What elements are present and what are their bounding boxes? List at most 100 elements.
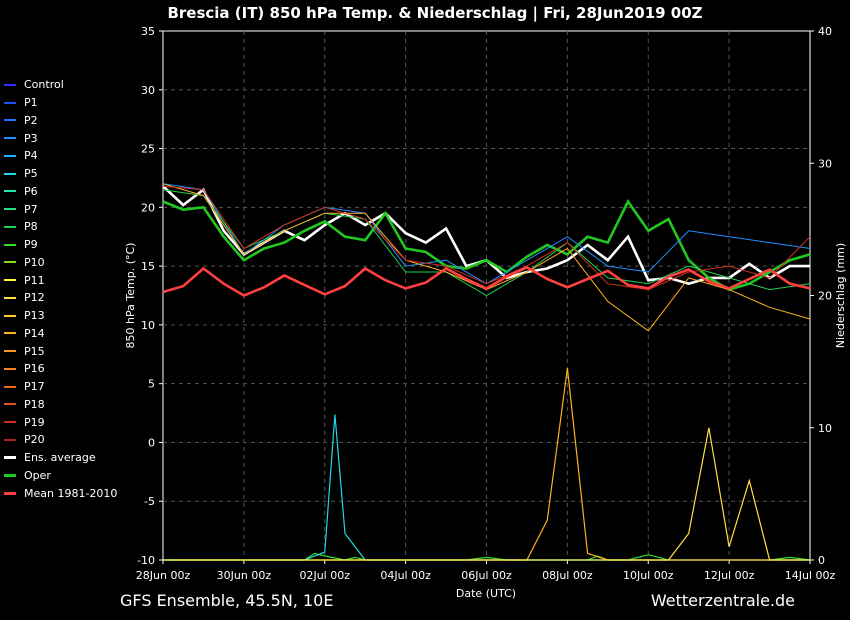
y-tick-label: 35 — [141, 25, 155, 38]
legend-item: P20 — [4, 431, 117, 449]
legend-item: P11 — [4, 271, 117, 289]
y2-axis-label: Niederschlag (mm) — [834, 243, 847, 348]
y-tick-label: -10 — [137, 554, 155, 567]
legend-item: P4 — [4, 147, 117, 165]
legend-swatch — [4, 83, 16, 86]
y-tick-label: 10 — [141, 319, 155, 332]
y-tick-label: -5 — [144, 495, 155, 508]
legend-item: P9 — [4, 236, 117, 254]
x-tick-label: 28Jun 00z — [136, 569, 191, 582]
legend-item: P1 — [4, 94, 117, 112]
legend-label: P2 — [24, 113, 38, 127]
legend-label: P15 — [24, 344, 45, 358]
y2-tick-label: 30 — [818, 157, 832, 170]
legend-item: P10 — [4, 254, 117, 272]
legend-swatch — [4, 225, 16, 228]
legend-swatch — [4, 403, 16, 406]
legend-swatch — [4, 473, 16, 477]
y-tick-label: 0 — [148, 436, 155, 449]
legend-item: P18 — [4, 396, 117, 414]
legend-swatch — [4, 137, 16, 140]
legend-item: Ens. average — [4, 449, 117, 467]
legend-label: P5 — [24, 167, 38, 181]
legend-item: P2 — [4, 112, 117, 130]
x-tick-label: 10Jul 00z — [623, 569, 674, 582]
legend-swatch — [4, 421, 16, 424]
legend-swatch — [4, 154, 16, 157]
x-tick-label: 12Jul 00z — [704, 569, 755, 582]
legend-swatch — [4, 314, 16, 317]
legend-item: P8 — [4, 218, 117, 236]
y-tick-label: 20 — [141, 201, 155, 214]
y-tick-label: 30 — [141, 84, 155, 97]
legend-label: P6 — [24, 184, 38, 198]
legend-swatch — [4, 119, 16, 122]
legend-label: P4 — [24, 149, 38, 163]
temp-line-mean-1981-2010 — [162, 265, 811, 297]
legend-label: P16 — [24, 362, 45, 376]
legend-swatch — [4, 296, 16, 299]
legend-swatch — [4, 190, 16, 193]
temp-line-oper — [162, 198, 811, 292]
legend-item: P16 — [4, 360, 117, 378]
legend-swatch — [4, 279, 16, 282]
legend-item: P17 — [4, 378, 117, 396]
legend-label: P7 — [24, 202, 38, 216]
legend-label: Control — [24, 78, 64, 92]
y2-tick-label: 20 — [818, 290, 832, 303]
y2-tick-label: 10 — [818, 422, 832, 435]
legend-item: P5 — [4, 165, 117, 183]
y2-tick-label: 40 — [818, 25, 832, 38]
legend-item: P19 — [4, 413, 117, 431]
legend-item: Oper — [4, 467, 117, 485]
footer-left: GFS Ensemble, 45.5N, 10E — [120, 591, 333, 610]
x-tick-label: 30Jun 00z — [217, 569, 272, 582]
legend-swatch — [4, 208, 16, 211]
legend-label: P14 — [24, 326, 45, 340]
legend-item: P7 — [4, 200, 117, 218]
legend-label: Mean 1981-2010 — [24, 486, 118, 500]
x-axis-label: Date (UTC) — [456, 587, 516, 600]
precip-line-p12 — [163, 427, 810, 561]
legend-item: P12 — [4, 289, 117, 307]
x-tick-label: 02Jul 00z — [299, 569, 350, 582]
legend-swatch — [4, 385, 16, 388]
legend-item: Control — [4, 76, 117, 94]
legend-label: P20 — [24, 433, 45, 447]
legend-label: P8 — [24, 220, 38, 234]
legend-item: P3 — [4, 129, 117, 147]
legend-item: P14 — [4, 325, 117, 343]
legend-label: Ens. average — [24, 451, 96, 465]
legend-label: P1 — [24, 96, 38, 110]
legend-swatch — [4, 332, 16, 335]
legend-swatch — [4, 172, 16, 175]
y-tick-label: 15 — [141, 260, 155, 273]
legend-item: P6 — [4, 183, 117, 201]
x-tick-label: 08Jul 00z — [542, 569, 593, 582]
legend-label: P19 — [24, 415, 45, 429]
legend-label: P17 — [24, 380, 45, 394]
y-tick-label: 25 — [141, 143, 155, 156]
legend-item: P13 — [4, 307, 117, 325]
legend-label: P13 — [24, 309, 45, 323]
legend: Control P1 P2 P3 P4 P5 P6 P7 P8 P9 P10 P11 P12 P13 P14… — [4, 76, 117, 502]
legend-label: P10 — [24, 255, 45, 269]
legend-label: P9 — [24, 238, 38, 252]
x-tick-label: 04Jul 00z — [380, 569, 431, 582]
legend-item: Mean 1981-2010 — [4, 484, 117, 502]
footer-right: Wetterzentrale.de — [651, 591, 795, 610]
temp-line-p19 — [162, 185, 811, 291]
legend-swatch — [4, 456, 16, 460]
legend-label: Oper — [24, 468, 51, 482]
legend-item: P15 — [4, 342, 117, 360]
chart-title: Brescia (IT) 850 hPa Temp. & Niederschla… — [167, 4, 702, 23]
legend-swatch — [4, 350, 16, 353]
legend-swatch — [4, 438, 16, 441]
x-tick-label: 14Jul 00z — [785, 569, 836, 582]
legend-label: P18 — [24, 397, 45, 411]
x-tick-label: 06Jul 00z — [461, 569, 512, 582]
y-tick-label: 5 — [148, 378, 155, 391]
legend-label: P11 — [24, 273, 45, 287]
legend-swatch — [4, 101, 16, 104]
